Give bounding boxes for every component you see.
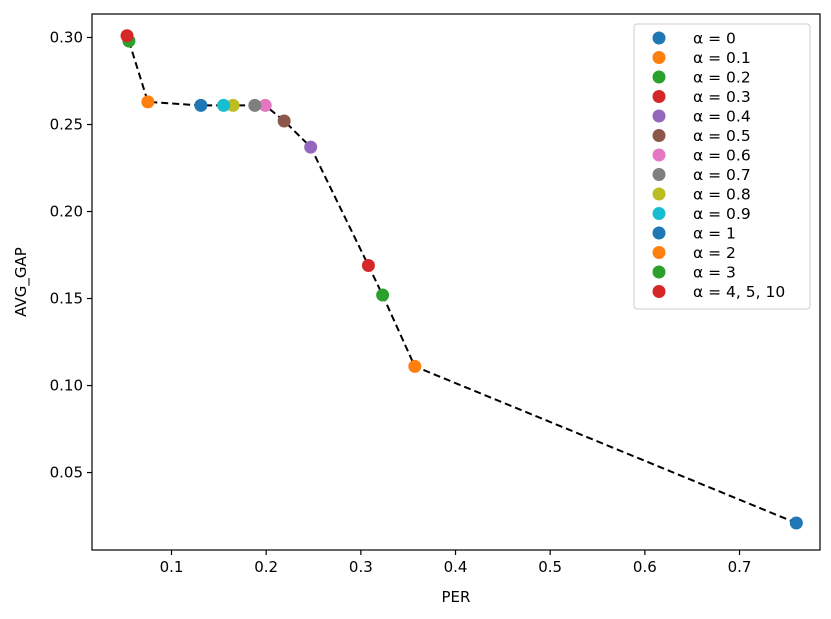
legend-marker (652, 70, 666, 84)
legend-label: α = 1 (693, 225, 736, 243)
data-point (258, 98, 272, 112)
x-tick-label: 0.1 (160, 558, 184, 576)
x-tick-label: 0.7 (728, 558, 752, 576)
legend-label: α = 0.8 (693, 186, 751, 204)
y-axis-label: AVG_GAP (12, 247, 31, 317)
legend-marker (652, 148, 666, 162)
data-point (194, 98, 208, 112)
legend-label: α = 0.2 (693, 69, 751, 87)
data-point (408, 359, 422, 373)
legend-marker (652, 168, 666, 181)
y-axis: 0.05 0.10 0.15 0.20 0.25 0.30 (50, 28, 92, 482)
x-tick-label: 0.4 (444, 558, 468, 576)
legend-marker (652, 31, 666, 45)
x-tick-label: 0.6 (633, 558, 657, 576)
data-point (304, 140, 318, 154)
legend-label: α = 0.3 (693, 88, 751, 106)
data-points (120, 29, 803, 530)
legend-label: α = 0.1 (693, 49, 751, 67)
legend-label: α = 2 (693, 244, 736, 262)
data-point (248, 98, 262, 112)
legend-marker (652, 90, 666, 103)
legend-label: α = 0.6 (693, 147, 751, 165)
legend-marker (652, 246, 666, 259)
y-tick-label: 0.20 (50, 203, 83, 221)
legend-label: α = 0 (693, 30, 736, 48)
legend-label: α = 0.7 (693, 166, 751, 184)
legend: α = 0α = 0.1 α = 0.2α = 0.3 α = 0.4α = 0.5… (633, 23, 811, 310)
data-point (789, 516, 803, 530)
data-point (376, 288, 390, 302)
legend-marker (652, 109, 666, 123)
x-axis-label: PER (442, 588, 471, 606)
legend-label: α = 0.9 (693, 205, 751, 223)
legend-marker (652, 226, 666, 240)
data-point (277, 114, 291, 128)
y-tick-label: 0.05 (50, 464, 83, 482)
legend-label: α = 0.5 (693, 127, 751, 145)
legend-label: α = 4, 5, 10 (693, 283, 785, 301)
x-tick-label: 0.5 (538, 558, 562, 576)
data-point (217, 98, 231, 112)
y-tick-label: 0.10 (50, 377, 83, 395)
legend-box (633, 23, 811, 310)
legend-marker (652, 285, 666, 298)
x-axis: 0.1 0.2 0.3 0.4 0.5 0.6 0.7 (160, 550, 752, 576)
plot-area: 0.1 0.2 0.3 0.4 0.5 0.6 0.7 0.050.100.150.200.… (50, 13, 821, 576)
y-tick-label: 0.30 (50, 28, 83, 46)
data-point (361, 258, 375, 272)
legend-marker (652, 129, 666, 142)
data-point (120, 29, 134, 43)
data-point (226, 98, 240, 112)
y-tick-label: 0.15 (50, 290, 83, 308)
data-point (141, 95, 155, 109)
frontier-line (126, 35, 797, 524)
legend-marker (652, 187, 666, 201)
legend-label: α = 0.4 (693, 108, 751, 126)
x-tick-label: 0.2 (254, 558, 278, 576)
x-tick-label: 0.3 (349, 558, 373, 576)
legend-marker (652, 51, 666, 64)
legend-marker (652, 207, 666, 220)
y-tick-label: 0.25 (50, 116, 83, 134)
legend-label: α = 3 (693, 264, 736, 282)
legend-marker (652, 265, 666, 279)
